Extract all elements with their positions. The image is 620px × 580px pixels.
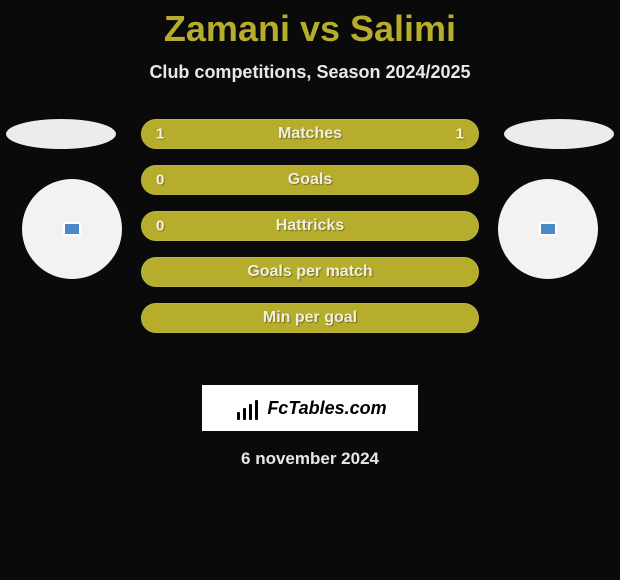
brand-badge: FcTables.com	[202, 385, 418, 431]
stat-label: Goals per match	[247, 263, 372, 281]
avatar-right	[498, 179, 598, 279]
stat-value-left: 1	[156, 126, 164, 143]
bars-icon	[233, 396, 261, 420]
flag-left	[6, 119, 116, 149]
stat-bar-hattricks: 0 Hattricks	[141, 211, 479, 241]
stat-value-right: 1	[456, 126, 464, 143]
stat-label: Goals	[288, 171, 332, 189]
stat-bar-goals: 0 Goals	[141, 165, 479, 195]
page-subtitle: Club competitions, Season 2024/2025	[0, 62, 620, 83]
stat-value-left: 0	[156, 172, 164, 189]
stat-bar-goals-per-match: Goals per match	[141, 257, 479, 287]
stat-bars: 1 Matches 1 0 Goals 0 Hattricks Goals pe…	[141, 119, 479, 333]
page-title: Zamani vs Salimi	[0, 0, 620, 50]
avatar-badge-icon	[63, 222, 81, 236]
stat-bar-matches: 1 Matches 1	[141, 119, 479, 149]
stat-label: Min per goal	[263, 309, 357, 327]
stat-bar-min-per-goal: Min per goal	[141, 303, 479, 333]
date-text: 6 november 2024	[0, 449, 620, 469]
avatar-badge-icon	[539, 222, 557, 236]
flag-right	[504, 119, 614, 149]
comparison-content: 1 Matches 1 0 Goals 0 Hattricks Goals pe…	[0, 119, 620, 379]
stat-label: Matches	[278, 125, 342, 143]
stat-value-left: 0	[156, 218, 164, 235]
brand-text: FcTables.com	[267, 398, 386, 419]
stat-label: Hattricks	[276, 217, 344, 235]
avatar-left	[22, 179, 122, 279]
